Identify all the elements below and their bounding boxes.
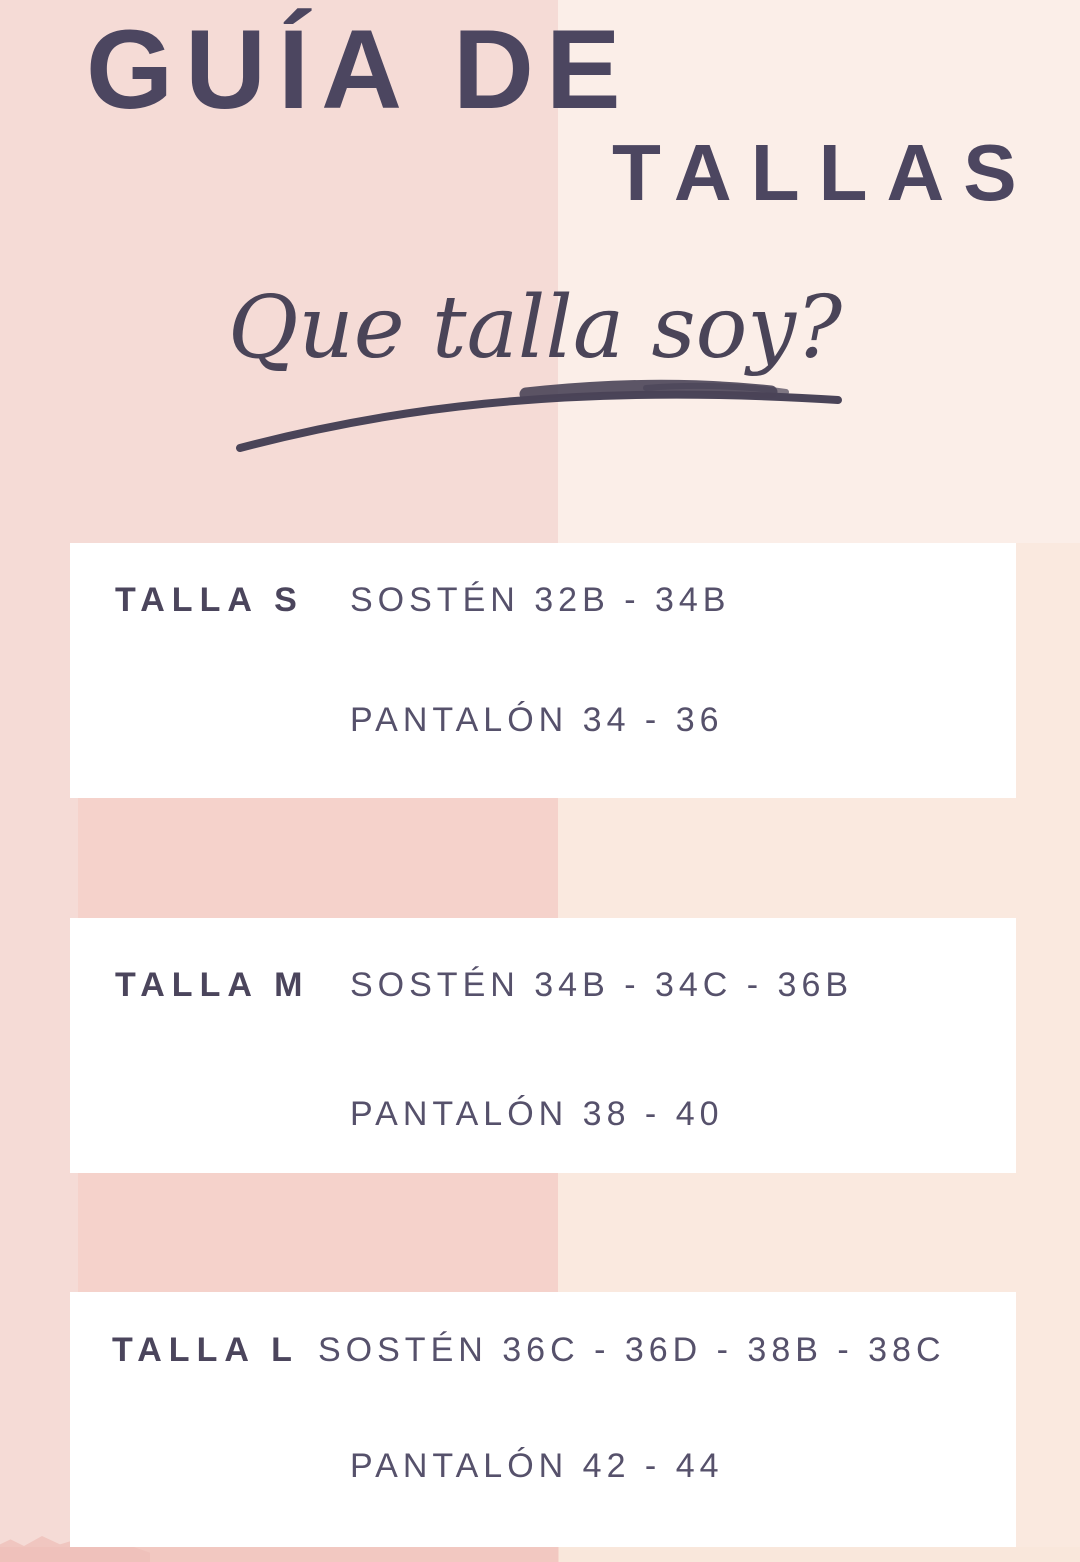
poster-title-line2: TALLAS — [612, 128, 1036, 217]
size-label: TALLA M — [115, 966, 310, 1004]
poster-title-line1: GUÍA DE — [86, 7, 633, 132]
question-script-text: Que talla soy? — [227, 278, 843, 378]
bra-sizes: SOSTÉN 34B - 34C - 36B — [350, 966, 854, 1004]
brush-underline-swoosh — [236, 379, 842, 452]
size-card-m: TALLA M SOSTÉN 34B - 34C - 36B PANTALÓN … — [70, 918, 1016, 1173]
size-card-s: TALLA S SOSTÉN 32B - 34B PANTALÓN 34 - 3… — [70, 543, 1016, 798]
size-label: TALLA S — [115, 581, 304, 619]
pants-sizes: PANTALÓN 34 - 36 — [350, 701, 724, 739]
pants-sizes: PANTALÓN 38 - 40 — [350, 1095, 724, 1133]
size-label: TALLA L — [112, 1331, 299, 1369]
size-card-l: TALLA L SOSTÉN 36C - 36D - 38B - 38C PAN… — [70, 1292, 1016, 1547]
bra-sizes: SOSTÉN 32B - 34B — [350, 581, 731, 619]
pants-sizes: PANTALÓN 42 - 44 — [350, 1447, 724, 1485]
background-bottom-strip — [0, 1547, 1080, 1562]
bra-sizes: SOSTÉN 36C - 36D - 38B - 38C — [318, 1331, 946, 1369]
